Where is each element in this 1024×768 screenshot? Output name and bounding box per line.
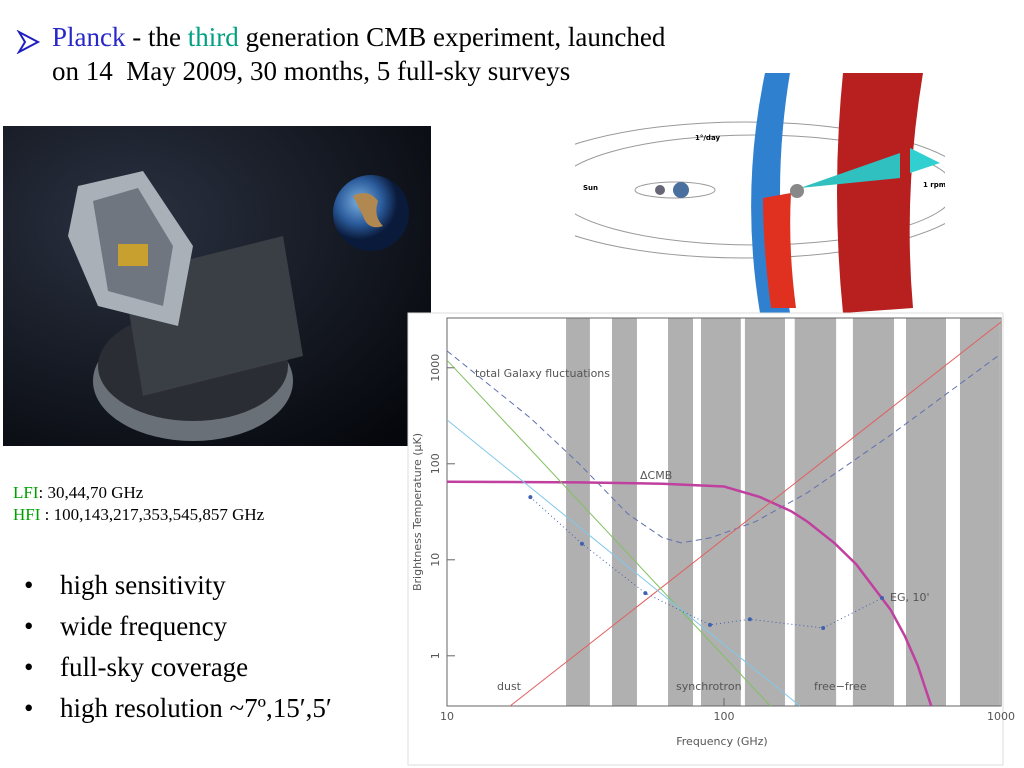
title-line-1: Planck - the third generation CMB experi… xyxy=(52,22,665,53)
series-label: EG, 10' xyxy=(890,591,930,604)
data-point xyxy=(579,541,584,546)
x-axis-label: Frequency (GHz) xyxy=(676,735,767,748)
frequency-band xyxy=(794,318,837,706)
y-axis-label: Brightness Temperature (μK) xyxy=(411,433,424,591)
y-tick-label: 10 xyxy=(429,553,442,567)
orbit-diagram: 1°/day Sun 1 rpm xyxy=(575,73,945,313)
series-label: free−free xyxy=(814,680,867,693)
data-point xyxy=(747,617,752,622)
title-text: generation CMB experiment, launched xyxy=(238,22,666,52)
series-label: ΔCMB xyxy=(640,469,672,482)
lfi-text: : 30,44,70 GHz xyxy=(38,483,144,502)
frequency-band xyxy=(611,318,637,706)
bullet-dot: • xyxy=(24,693,34,723)
series-label: synchrotron xyxy=(676,680,742,693)
spacecraft-image xyxy=(3,126,431,446)
frequency-band xyxy=(744,318,785,706)
bullet-dot: • xyxy=(24,652,34,682)
series-line xyxy=(447,480,933,706)
frequency-band xyxy=(566,318,590,706)
orbit-sun: Sun xyxy=(583,184,598,192)
y-tick-label: 100 xyxy=(429,453,442,474)
data-point xyxy=(880,595,885,600)
x-tick-label: 1000 xyxy=(987,710,1015,723)
chart-panel xyxy=(407,312,1004,766)
bullet-dot: • xyxy=(24,570,34,600)
title-third: third xyxy=(187,22,239,52)
title-text: - the xyxy=(125,22,188,52)
data-point xyxy=(707,622,712,627)
series-line xyxy=(447,419,801,706)
hfi-text: : 100,143,217,353,545,857 GHz xyxy=(40,505,265,524)
frequency-band xyxy=(701,318,741,706)
bullet-dot: • xyxy=(24,611,34,641)
bullet-text: high resolution ~7º,15′,5′ xyxy=(60,693,332,723)
series-line xyxy=(447,350,1001,544)
frequency-band xyxy=(959,318,1000,706)
arrow-bullet xyxy=(16,30,41,54)
series-label: total Galaxy fluctuations xyxy=(475,367,610,380)
bullet-text: wide frequency xyxy=(60,611,228,641)
lfi-name: LFI xyxy=(13,483,39,502)
series-line xyxy=(530,496,883,629)
series-line xyxy=(509,321,1001,706)
bullet-text: full-sky coverage xyxy=(60,652,249,682)
title-line-2: on 14 May 2009, 30 months, 5 full-sky su… xyxy=(52,56,571,86)
frequency-band xyxy=(668,318,694,706)
orbit-spin: 1 rpm xyxy=(923,181,945,189)
x-tick-label: 10 xyxy=(440,710,454,723)
series-line xyxy=(447,359,771,706)
data-point xyxy=(528,495,533,500)
instrument-list: LFI: 30,44,70 GHz HFI : 100,143,217,353,… xyxy=(13,482,264,526)
frequency-band xyxy=(852,318,895,706)
plot-frame xyxy=(446,317,1002,707)
bullet-text: high sensitivity xyxy=(60,570,226,600)
x-tick-label: 100 xyxy=(714,710,735,723)
orbit-rate: 1°/day xyxy=(695,134,720,142)
hfi-name: HFI xyxy=(13,505,41,524)
title-planck: Planck xyxy=(52,22,126,52)
data-point xyxy=(643,591,648,596)
data-point xyxy=(821,625,826,630)
frequency-band xyxy=(906,318,946,706)
series-label: dust xyxy=(497,680,522,693)
y-tick-label: 1 xyxy=(429,652,442,659)
